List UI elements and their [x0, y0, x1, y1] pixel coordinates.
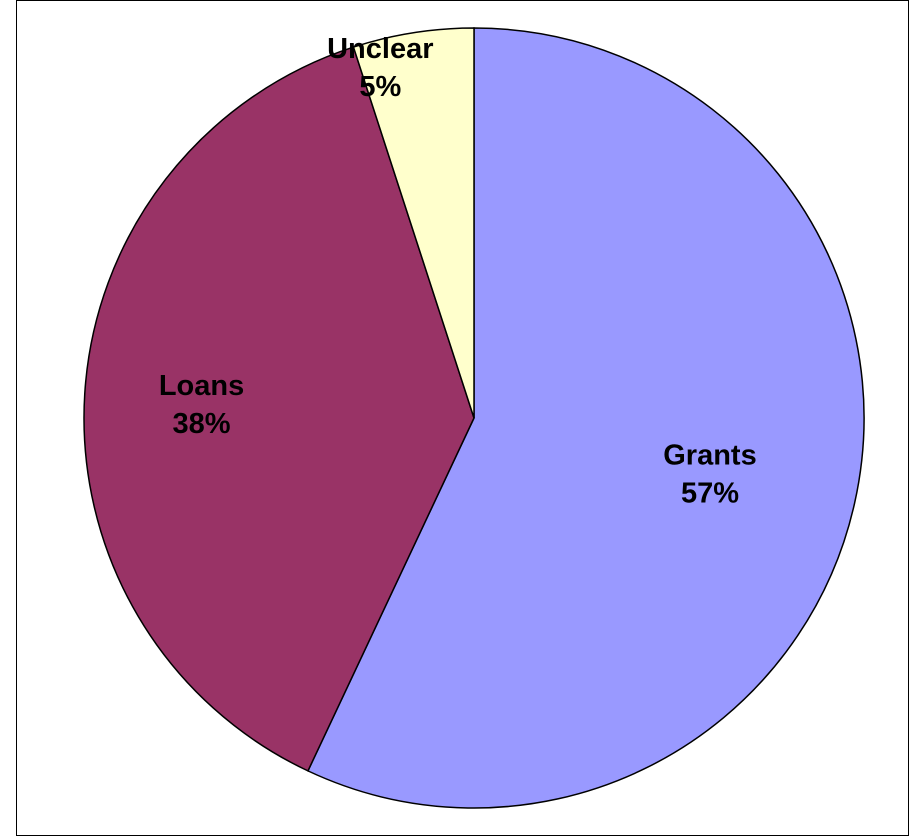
pie-slice-grants	[306, 27, 865, 809]
pie-labels: Grants 57% Loans 38% Unclear 5%	[159, 33, 757, 510]
pie-slice-loans	[83, 46, 475, 772]
slice-percent-loans: 38%	[173, 408, 231, 440]
slice-percent-unclear: 5%	[359, 71, 401, 103]
slice-percent-grants: 57%	[681, 478, 739, 510]
pie-slice-unclear	[352, 27, 475, 419]
pie-slices	[83, 27, 865, 809]
slice-label-grants: Grants	[663, 440, 756, 472]
slice-label-unclear: Unclear	[327, 33, 433, 65]
slice-label-loans: Loans	[159, 370, 244, 402]
